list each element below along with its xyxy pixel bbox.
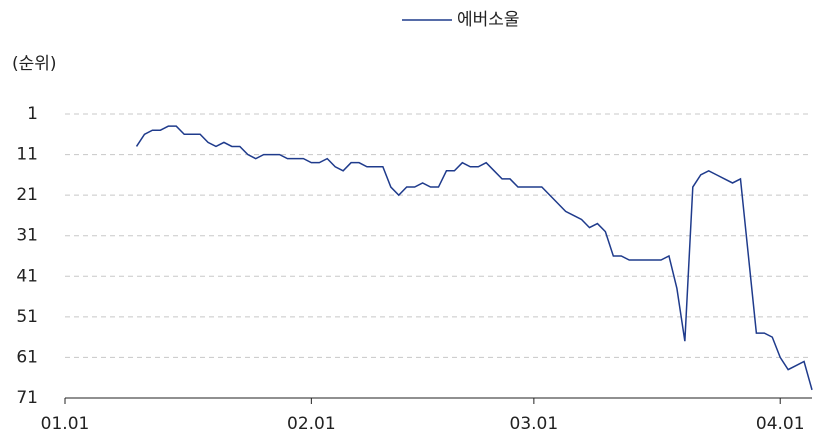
y-tick-label: 11 [16, 145, 38, 165]
y-tick-label: 1 [27, 104, 38, 124]
y-tick-label: 71 [16, 388, 38, 408]
line-series [135, 125, 813, 391]
x-tick-label: 02.01 [287, 414, 336, 434]
legend-label: 에버소울 [457, 10, 520, 30]
y-tick-label: 41 [16, 266, 38, 286]
y-tick-label: 61 [16, 347, 38, 367]
y-tick-label: 21 [16, 185, 38, 205]
y-tick-label: 51 [16, 307, 38, 327]
x-tick-label: 01.01 [41, 414, 90, 434]
y-axis-label: (순위) [12, 54, 57, 74]
x-tick-label: 04.01 [756, 414, 805, 434]
x-tick-label: 03.01 [510, 414, 559, 434]
y-tick-label: 31 [16, 226, 38, 246]
